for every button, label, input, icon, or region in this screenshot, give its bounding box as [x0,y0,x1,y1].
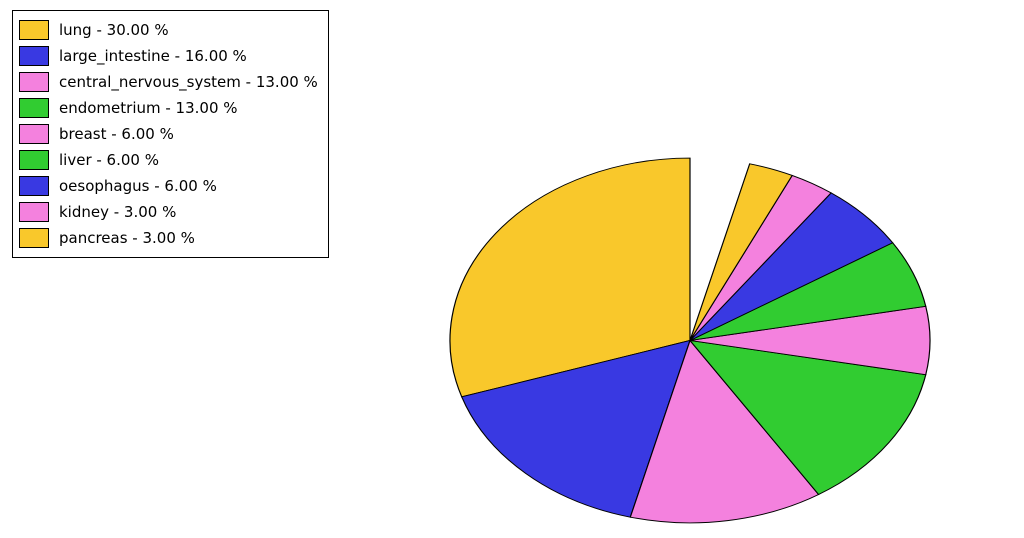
legend-swatch [19,98,49,118]
legend-label: endometrium - 13.00 % [59,99,238,117]
legend: lung - 30.00 % large_intestine - 16.00 % c… [12,10,329,258]
legend-label: kidney - 3.00 % [59,203,176,221]
legend-label: lung - 30.00 % [59,21,169,39]
pie-chart [440,90,940,538]
legend-swatch [19,202,49,222]
legend-swatch [19,150,49,170]
legend-swatch [19,228,49,248]
pie-svg [440,150,940,530]
legend-swatch [19,176,49,196]
legend-label: central_nervous_system - 13.00 % [59,73,318,91]
legend-swatch [19,72,49,92]
legend-item: breast - 6.00 % [19,121,318,147]
legend-label: pancreas - 3.00 % [59,229,195,247]
legend-swatch [19,20,49,40]
chart-container: lung - 30.00 % large_intestine - 16.00 % c… [0,0,1024,538]
legend-item: lung - 30.00 % [19,17,318,43]
legend-item: oesophagus - 6.00 % [19,173,318,199]
legend-label: breast - 6.00 % [59,125,174,143]
legend-item: central_nervous_system - 13.00 % [19,69,318,95]
legend-item: endometrium - 13.00 % [19,95,318,121]
legend-item: liver - 6.00 % [19,147,318,173]
legend-item: pancreas - 3.00 % [19,225,318,251]
legend-item: large_intestine - 16.00 % [19,43,318,69]
legend-label: large_intestine - 16.00 % [59,47,247,65]
legend-label: oesophagus - 6.00 % [59,177,217,195]
legend-swatch [19,46,49,66]
legend-item: kidney - 3.00 % [19,199,318,225]
legend-swatch [19,124,49,144]
legend-label: liver - 6.00 % [59,151,159,169]
